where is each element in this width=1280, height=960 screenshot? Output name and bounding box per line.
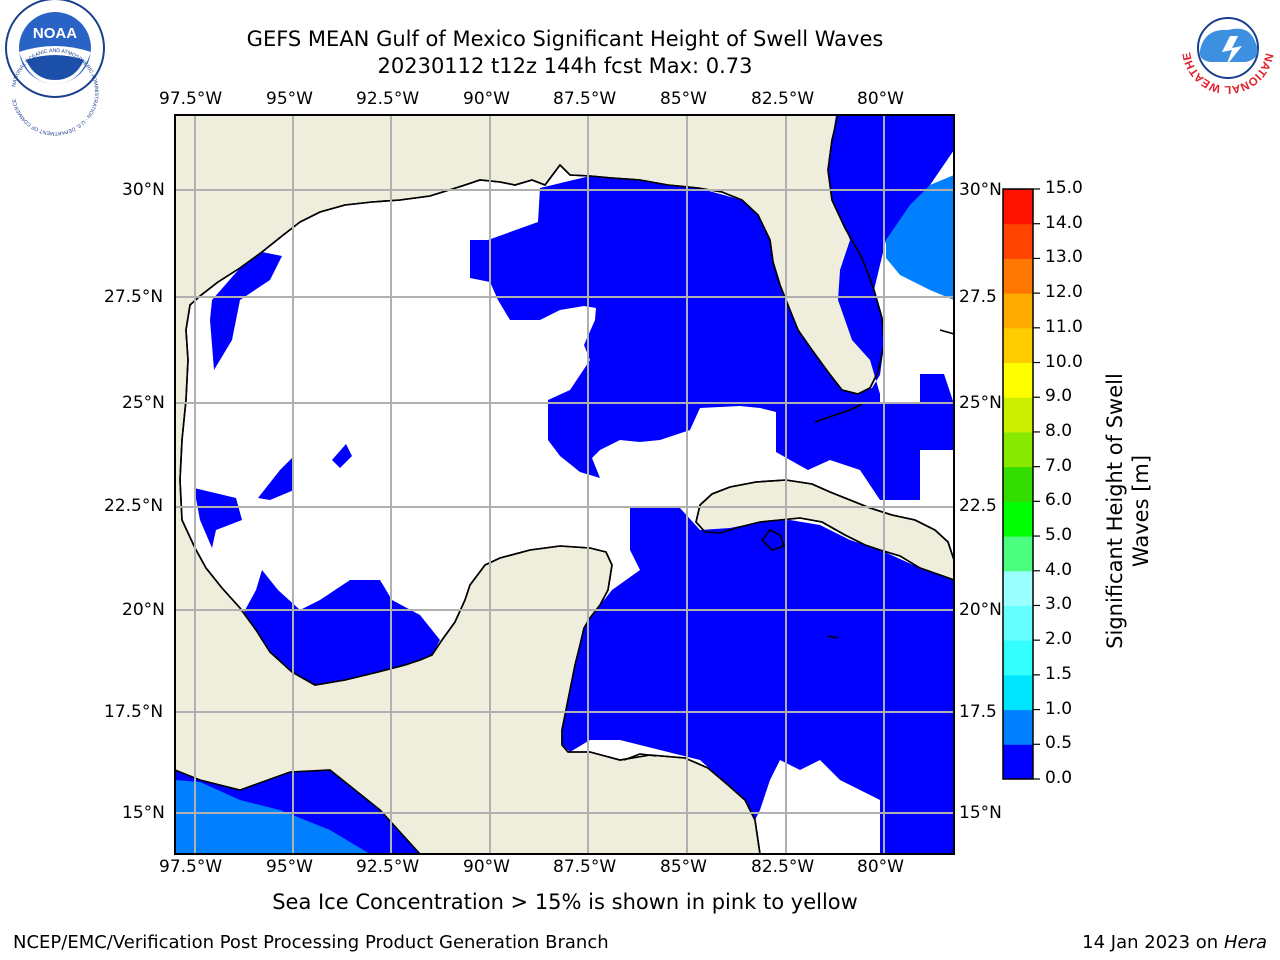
colorbar-tick-label-8: 6.0 [1045, 490, 1073, 511]
lon-label-top-1: 95°W [266, 89, 313, 109]
colorbar-title-line2: Waves [m] [1129, 454, 1153, 568]
lon-label-top-6: 82.5°W [751, 89, 815, 109]
colorbar-tick-label-17: 15.0 [1045, 178, 1083, 198]
swell-region-pacific [175, 780, 370, 854]
coastlines [175, 115, 954, 854]
lon-label-bottom-4: 87.5°W [553, 857, 617, 877]
lat-label-left-0: 30°N [122, 180, 165, 200]
lon-label-top-4: 87.5°W [553, 89, 617, 109]
swell-region-atlantic [886, 175, 954, 300]
colorbar-tick-label-9: 7.0 [1045, 455, 1073, 476]
footer-producer: NCEP/EMC/Verification Post Processing Pr… [13, 932, 609, 953]
lat-label-right-2: 25°N [959, 393, 1002, 413]
map-subtitle: 20230112 t12z 144h fcst Max: 0.73 [377, 54, 753, 78]
noaa-logo-text: NOAA [33, 25, 77, 42]
colorbar-tick-label-7: 5.0 [1045, 525, 1073, 546]
colorbar [1003, 188, 1040, 780]
graticule [175, 115, 954, 854]
colorbar-tick-label-0: 0.0 [1045, 768, 1073, 788]
lat-label-left-4: 20°N [122, 600, 165, 620]
lon-label-top-3: 90°W [463, 89, 510, 109]
footer-machine: Hera [1223, 932, 1267, 953]
lat-label-left-3: 22.5°N [104, 496, 164, 516]
lat-label-left-1: 27.5°N [104, 287, 164, 307]
lat-label-right-3: 22.5 [959, 496, 997, 516]
lon-label-bottom-1: 95°W [266, 857, 313, 877]
map-area [175, 115, 954, 854]
colorbar-tick-label-16: 14.0 [1045, 212, 1083, 233]
colorbar-band-2 [1003, 674, 1033, 711]
swell-region-western-gulf [194, 488, 242, 548]
colorbar-band-15 [1003, 223, 1033, 259]
colorbar-frame [1002, 188, 1034, 780]
nws-logo-ring-text: NATIONAL WEATHER SERVICE [0, 0, 1275, 95]
colorbar-tick-label-10: 8.0 [1045, 420, 1073, 441]
lat-label-left-6: 15°N [122, 803, 165, 823]
colorbar-title: Significant Height of Swell Waves [m] [1102, 351, 1154, 671]
colorbar-band-12 [1003, 327, 1033, 364]
footer-date-text: 14 Jan 2023 on [1082, 932, 1224, 953]
footer-date: 14 Jan 2023 on Hera [1082, 932, 1267, 953]
lon-label-top-7: 80°W [857, 89, 904, 109]
colorbar-band-5 [1003, 570, 1033, 606]
lon-label-top-2: 92.5°W [356, 89, 420, 109]
sea-ice-caption: Sea Ice Concentration > 15% is shown in … [272, 890, 858, 914]
colorbar-tick-label-4: 2.0 [1045, 629, 1073, 650]
colorbar-band-16 [1003, 189, 1033, 225]
colorbar-title-line1: Significant Height of Swell [1103, 373, 1127, 649]
colorbar-band-1 [1003, 709, 1033, 745]
colorbar-band-14 [1003, 258, 1033, 294]
lon-label-bottom-0: 97.5°W [159, 857, 223, 877]
map-title: GEFS MEAN Gulf of Mexico Significant Hei… [246, 27, 884, 51]
colorbar-band-13 [1003, 293, 1033, 329]
colorbar-tick-label-14: 12.0 [1045, 282, 1083, 303]
noaa-logo: NOAA NATIONAL OCEANIC AND ATMOSPHERIC AD… [5, 0, 105, 136]
colorbar-band-7 [1003, 501, 1033, 537]
lat-label-right-0: 30°N [959, 180, 1002, 200]
swell-region-west-mid [258, 458, 294, 500]
lon-label-bottom-6: 82.5°W [751, 857, 815, 877]
colorbar-band-6 [1003, 536, 1033, 572]
colorbar-band-3 [1003, 640, 1033, 676]
colorbar-tick-label-13: 11.0 [1045, 316, 1083, 337]
lat-label-left-5: 17.5°N [104, 702, 164, 722]
lon-label-bottom-5: 85°W [660, 857, 707, 877]
swell-height-mid [175, 175, 954, 854]
lon-label-top-0: 97.5°W [159, 89, 223, 109]
lat-label-right-5: 17.5 [959, 702, 997, 722]
swell-region-texas-coast [210, 252, 282, 370]
colorbar-band-10 [1003, 397, 1033, 433]
lat-label-right-6: 15°N [959, 803, 1002, 823]
nws-logo: NATIONAL WEATHER SERVICE [0, 0, 1276, 96]
colorbar-tick-label-15: 13.0 [1045, 247, 1083, 268]
colorbar-band-4 [1003, 605, 1033, 641]
colorbar-band-11 [1003, 362, 1033, 398]
map-frame [174, 114, 955, 855]
colorbar-tick-label-12: 10.0 [1045, 351, 1083, 372]
lon-label-bottom-3: 90°W [463, 857, 510, 877]
colorbar-tick-label-1: 0.5 [1045, 733, 1073, 754]
colorbar-tick-label-6: 4.0 [1045, 559, 1073, 580]
lon-label-bottom-7: 80°W [857, 857, 904, 877]
colorbar-band-9 [1003, 431, 1033, 468]
colorbar-tick-label-5: 3.0 [1045, 594, 1073, 615]
lon-label-top-5: 85°W [660, 89, 707, 109]
colorbar-band-8 [1003, 466, 1033, 502]
lat-label-left-2: 25°N [122, 393, 165, 413]
colorbar-tick-label-11: 9.0 [1045, 386, 1073, 407]
swell-region-caribbean [562, 508, 954, 854]
colorbar-band-0 [1003, 744, 1033, 780]
lat-label-right-4: 20°N [959, 600, 1002, 620]
colorbar-tick-label-3: 1.5 [1045, 663, 1073, 684]
lat-label-right-1: 27.5 [959, 287, 997, 307]
lon-label-bottom-2: 92.5°W [356, 857, 420, 877]
colorbar-tick-label-2: 1.0 [1045, 698, 1073, 719]
swell-region-central-spot [332, 444, 352, 468]
